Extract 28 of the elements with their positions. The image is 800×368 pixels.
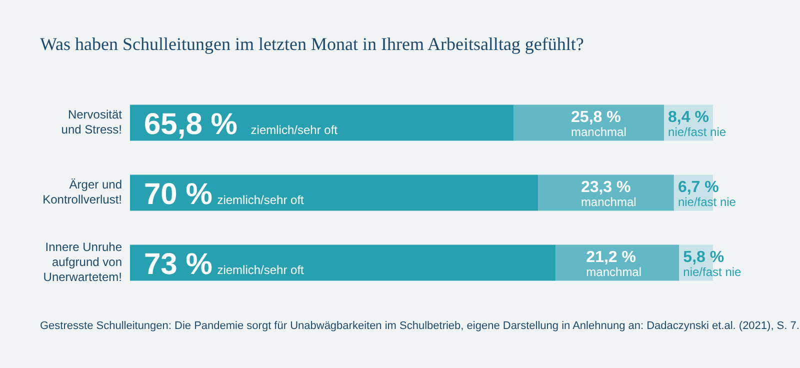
text: manchmal bbox=[586, 264, 642, 279]
data-label: 8,4 % bbox=[668, 108, 709, 126]
data-label: 65,8 % bbox=[144, 108, 238, 141]
series-label: ziemlich/sehr oft bbox=[250, 122, 338, 137]
data-label: 73 % bbox=[144, 248, 212, 281]
text: manchmal bbox=[580, 194, 636, 209]
series-label: manchmal bbox=[571, 124, 626, 139]
chart-title: Was haben Schulleitungen im letzten Monat in Ihrem Arbeitsalltag gefühlt? bbox=[40, 34, 584, 55]
data-label: 70 % bbox=[144, 178, 212, 211]
bar bbox=[130, 104, 514, 141]
bar bbox=[514, 104, 664, 141]
y-tick-label: Nervosität und Stress! bbox=[61, 108, 123, 137]
bar bbox=[130, 244, 556, 281]
series-label: nie/fast nie bbox=[683, 264, 742, 279]
text: Gestresste Schulleitungen: Die Pandemie sorgt für Unabwägbarkeiten im Schulbetrieb, eigene Darstellung in Anlehnung an: Dadaczynski et.al. (2021), S. 7. bbox=[40, 320, 800, 332]
text: nie/fast nie bbox=[668, 124, 726, 139]
y-tick-label: Ärger und Kontrollverlust! bbox=[42, 178, 122, 207]
text: ziemlich/sehr oft bbox=[217, 262, 304, 277]
text: ziemlich/sehr oft bbox=[217, 192, 304, 207]
bar bbox=[130, 174, 538, 211]
data-label: 5,8 % bbox=[683, 248, 724, 266]
data-label: 6,7 % bbox=[678, 178, 719, 196]
data-label: 25,8 % bbox=[571, 108, 621, 126]
y-tick-label: Innere Unruhe aufgrund von Unerwartetem! bbox=[43, 240, 122, 284]
bar bbox=[538, 174, 674, 211]
data-label: 23,3 % bbox=[580, 178, 631, 196]
text: nie/fast nie bbox=[678, 194, 736, 209]
data-label: 21,2 % bbox=[586, 248, 636, 266]
